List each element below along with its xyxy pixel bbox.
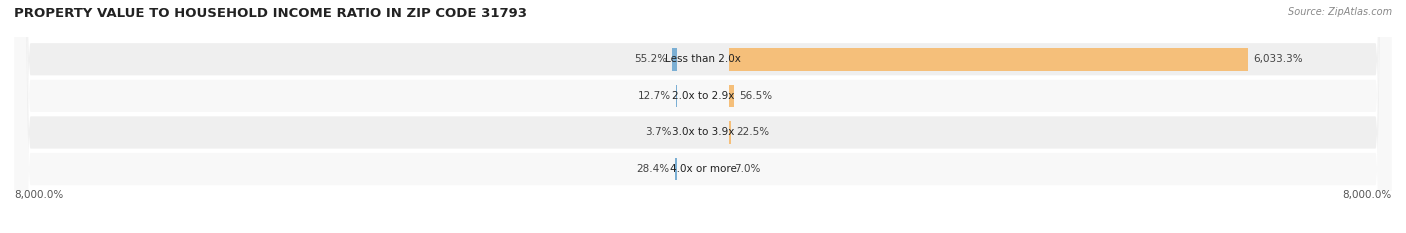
Text: 28.4%: 28.4% (637, 164, 669, 174)
Text: 3.0x to 3.9x: 3.0x to 3.9x (672, 127, 734, 137)
Text: 56.5%: 56.5% (740, 91, 772, 101)
FancyBboxPatch shape (15, 0, 1391, 233)
Text: 4.0x or more: 4.0x or more (669, 164, 737, 174)
Bar (728, 121, 731, 144)
Text: 22.5%: 22.5% (735, 127, 769, 137)
Bar (728, 85, 734, 107)
Text: 2.0x to 2.9x: 2.0x to 2.9x (672, 91, 734, 101)
Text: 7.0%: 7.0% (734, 164, 761, 174)
Text: 12.7%: 12.7% (638, 91, 671, 101)
FancyBboxPatch shape (15, 0, 1391, 233)
Text: Source: ZipAtlas.com: Source: ZipAtlas.com (1288, 7, 1392, 17)
Text: 3.7%: 3.7% (645, 127, 672, 137)
Text: 6,033.3%: 6,033.3% (1254, 54, 1303, 64)
Text: 8,000.0%: 8,000.0% (1343, 190, 1392, 200)
Text: PROPERTY VALUE TO HOUSEHOLD INCOME RATIO IN ZIP CODE 31793: PROPERTY VALUE TO HOUSEHOLD INCOME RATIO… (14, 7, 527, 20)
FancyBboxPatch shape (15, 0, 1391, 233)
Text: 8,000.0%: 8,000.0% (14, 190, 63, 200)
Bar (672, 48, 678, 71)
FancyBboxPatch shape (15, 0, 1391, 233)
Bar (675, 158, 678, 180)
Bar (728, 48, 1249, 71)
Text: 55.2%: 55.2% (634, 54, 668, 64)
Text: Less than 2.0x: Less than 2.0x (665, 54, 741, 64)
